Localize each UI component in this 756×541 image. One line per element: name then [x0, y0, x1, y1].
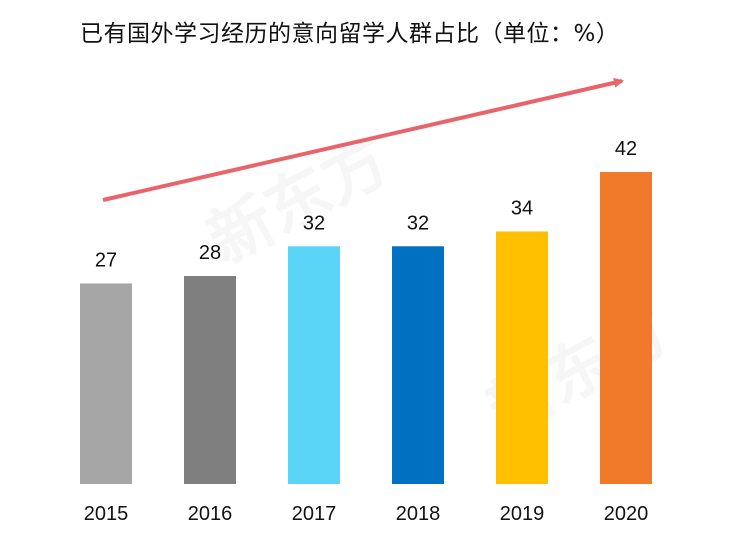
- x-tick-label: 2016: [188, 503, 233, 525]
- data-label: 42: [615, 138, 637, 160]
- bar-2019: [496, 231, 548, 484]
- data-label: 28: [199, 242, 221, 264]
- x-tick-label: 2017: [292, 503, 337, 525]
- chart-title: 已有国外学习经历的意向留学人群占比（单位：%）: [80, 21, 620, 47]
- data-label: 34: [511, 197, 533, 219]
- bar-2020: [600, 172, 652, 484]
- data-label: 27: [95, 249, 117, 271]
- x-tick-label: 2018: [396, 503, 441, 525]
- bar-2018: [392, 246, 444, 484]
- bar-2017: [288, 246, 340, 484]
- bar-2015: [80, 283, 132, 484]
- data-label: 32: [303, 212, 325, 234]
- x-tick-label: 2015: [84, 503, 129, 525]
- data-label: 32: [407, 212, 429, 234]
- bar-2016: [184, 276, 236, 484]
- x-tick-label: 2019: [500, 503, 545, 525]
- x-tick-label: 2020: [604, 503, 649, 525]
- trend-arrow: [102, 77, 624, 202]
